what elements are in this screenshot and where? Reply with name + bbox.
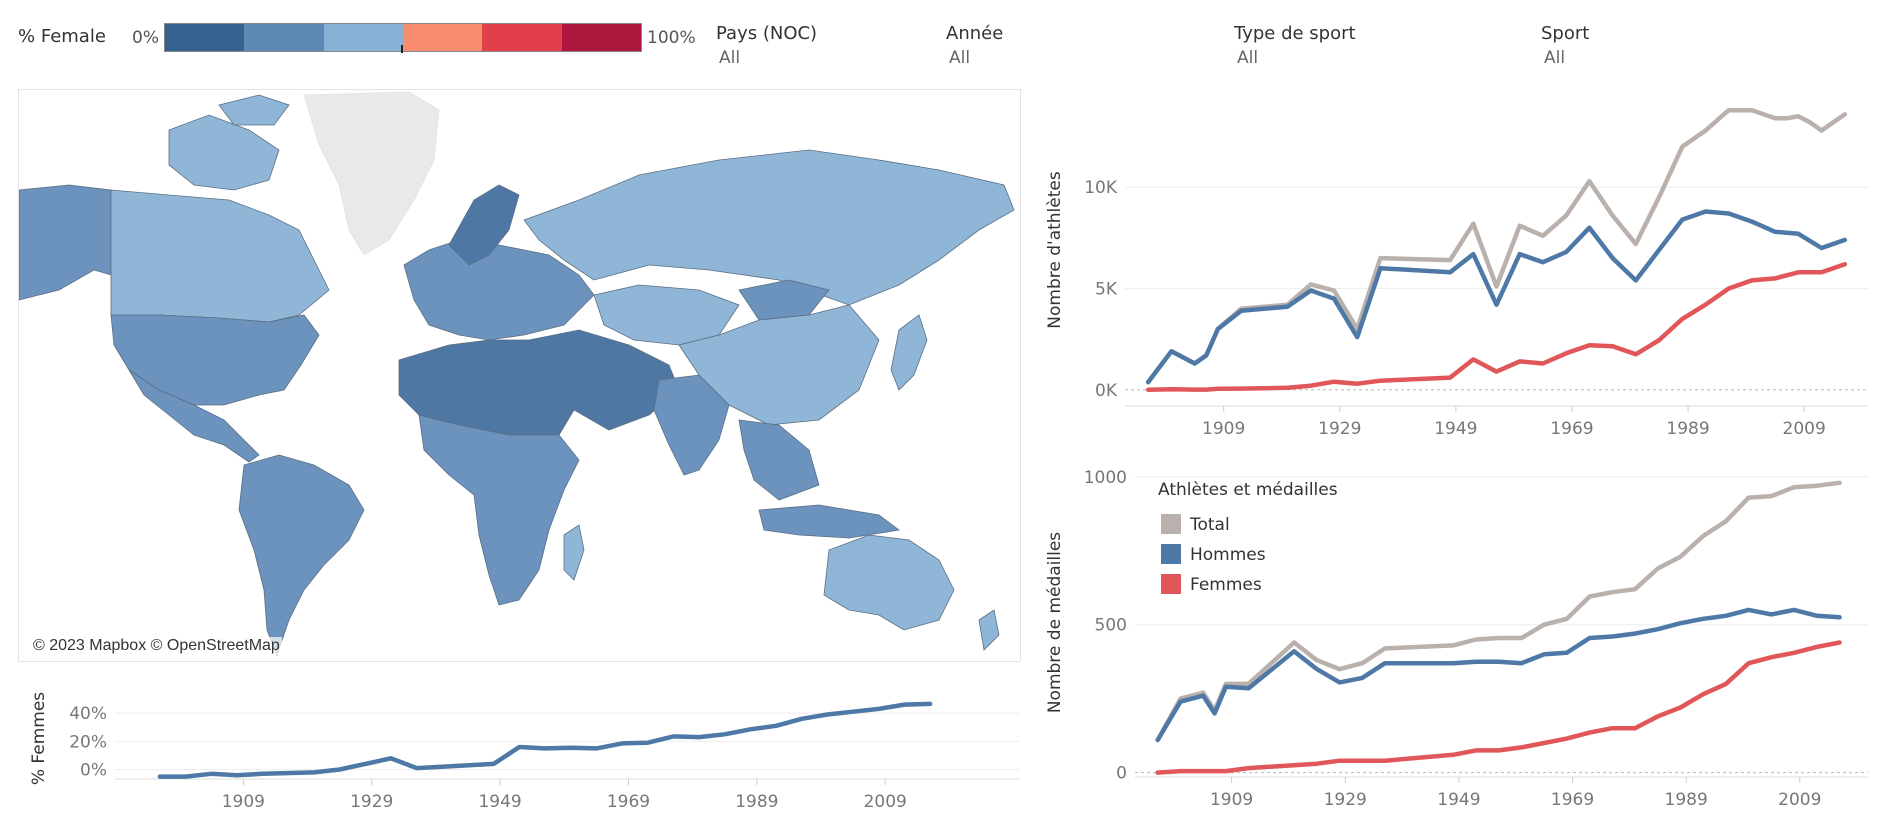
female-ramp-step[interactable] xyxy=(482,24,562,51)
x-tick-label: 2009 xyxy=(1783,419,1826,439)
filter-sport-label: Sport xyxy=(1541,23,1590,44)
x-tick-label: 1929 xyxy=(1318,419,1361,439)
map-region-greenland[interactable] xyxy=(303,91,440,256)
map-region-arctic-islands-2[interactable] xyxy=(218,94,290,126)
series-line-female-share[interactable] xyxy=(157,701,933,779)
filter-year[interactable]: Année All xyxy=(946,23,1003,68)
filter-year-label: Année xyxy=(946,23,1004,44)
x-tick-label: 1949 xyxy=(1434,419,1477,439)
x-tick-label: 1989 xyxy=(735,792,778,812)
map-region-sub-saharan-africa[interactable] xyxy=(418,414,580,606)
female-color-ramp[interactable] xyxy=(164,23,642,52)
map-region-japan[interactable] xyxy=(890,314,928,391)
y-tick-label: 5K xyxy=(1095,279,1118,299)
map-region-new-zealand[interactable] xyxy=(978,609,1000,651)
map-region-australia[interactable] xyxy=(823,534,955,631)
y-tick-label: 0 xyxy=(1116,764,1127,784)
y-tick-label: 500 xyxy=(1095,616,1127,636)
filter-country-label: Pays (NOC) xyxy=(716,23,818,44)
x-tick-label: 2009 xyxy=(864,792,907,812)
map-region-arctic-islands[interactable] xyxy=(168,114,280,191)
x-tick-label: 1929 xyxy=(1324,790,1367,810)
map-credit[interactable]: © 2023 Mapbox © OpenStreetMap xyxy=(31,637,282,655)
x-tick-label: 1949 xyxy=(478,792,521,812)
map-region-canada[interactable] xyxy=(110,189,330,323)
legend-swatch-hommes[interactable] xyxy=(1161,544,1181,564)
female-ramp-step[interactable] xyxy=(561,24,641,51)
legend-swatch-femmes[interactable] xyxy=(1161,574,1181,594)
filter-sport-value[interactable]: All xyxy=(1544,48,1566,68)
map-region-mexico[interactable] xyxy=(128,369,260,463)
filter-sport[interactable]: Sport All xyxy=(1541,23,1589,68)
legend-title: Athlètes et médailles xyxy=(1158,480,1338,500)
x-tick-label: 1969 xyxy=(1551,790,1594,810)
female-ramp-step[interactable] xyxy=(244,24,324,51)
athletes-chart[interactable]: 0K 5K 10K 1909 1929 1949 1969 1989 2009 Nombre d'… xyxy=(1030,80,1880,455)
legend-item-femmes[interactable]: Femmes xyxy=(1190,575,1262,595)
series-line-femmes[interactable] xyxy=(1145,261,1848,393)
x-tick-label: 1909 xyxy=(1210,790,1253,810)
series-line-total[interactable] xyxy=(1155,480,1842,743)
female-share-chart[interactable]: 0% 20% 40% 1909 1929 1949 1969 1989 2009 % Femmes xyxy=(0,665,1030,839)
legend-swatch-total[interactable] xyxy=(1161,514,1181,534)
map-region-india[interactable] xyxy=(653,374,730,476)
map-region-indonesia[interactable] xyxy=(758,504,900,539)
x-tick-label: 2009 xyxy=(1778,790,1821,810)
x-tick-label: 1969 xyxy=(607,792,650,812)
legend-item-total[interactable]: Total xyxy=(1189,515,1230,535)
filter-sport-type-label: Type de sport xyxy=(1234,23,1356,44)
x-tick-label: 1969 xyxy=(1550,419,1593,439)
series-line-femmes[interactable] xyxy=(1155,640,1842,775)
female-ramp-step[interactable] xyxy=(323,24,403,51)
y-tick-label: 10K xyxy=(1084,178,1118,198)
y-tick-label: 0% xyxy=(80,761,107,781)
filter-country-value[interactable]: All xyxy=(719,48,741,68)
y-tick-label: 0K xyxy=(1095,381,1118,401)
map-region-russia[interactable] xyxy=(523,149,1015,306)
female-legend-title: % Female xyxy=(18,26,106,47)
filter-sport-type[interactable]: Type de sport All xyxy=(1234,23,1356,68)
series-line-total[interactable] xyxy=(1145,107,1848,385)
female-legend-min: 0% xyxy=(132,28,159,48)
female-ramp-marker xyxy=(401,45,403,53)
x-tick-label: 1949 xyxy=(1437,790,1480,810)
y-axis-label: Nombre d'athlètes xyxy=(1045,171,1065,329)
map-region-scandinavia[interactable] xyxy=(448,184,520,266)
y-axis-label: Nombre de médailles xyxy=(1045,532,1065,713)
series-line-hommes[interactable] xyxy=(1145,209,1848,385)
filter-year-value[interactable]: All xyxy=(949,48,971,68)
medals-chart[interactable]: 0 500 1000 1909 1929 1949 1969 1989 2009 Nombre d… xyxy=(1030,455,1880,839)
world-map[interactable]: © 2023 Mapbox © OpenStreetMap xyxy=(18,89,1021,662)
y-axis-label: % Femmes xyxy=(29,692,49,785)
x-tick-label: 1989 xyxy=(1666,419,1709,439)
map-region-southeast-asia[interactable] xyxy=(738,419,820,501)
filter-country[interactable]: Pays (NOC) All xyxy=(716,23,817,68)
map-region-south-america[interactable] xyxy=(238,454,365,657)
legend-item-hommes[interactable]: Hommes xyxy=(1190,545,1266,565)
y-tick-label: 1000 xyxy=(1084,468,1127,488)
series-line-hommes[interactable] xyxy=(1155,607,1842,743)
filter-sport-type-value[interactable]: All xyxy=(1237,48,1259,68)
female-ramp-step[interactable] xyxy=(165,24,245,51)
x-tick-label: 1909 xyxy=(222,792,265,812)
map-region-north-africa[interactable] xyxy=(398,339,575,436)
x-tick-label: 1909 xyxy=(1202,419,1245,439)
x-tick-label: 1989 xyxy=(1665,790,1708,810)
y-tick-label: 20% xyxy=(69,732,107,752)
map-region-madagascar[interactable] xyxy=(563,524,585,581)
map-region-mongolia[interactable] xyxy=(738,279,830,321)
x-tick-label: 1929 xyxy=(350,792,393,812)
female-legend-max: 100% xyxy=(647,28,696,48)
y-tick-label: 40% xyxy=(69,704,107,724)
female-ramp-step[interactable] xyxy=(402,24,483,51)
